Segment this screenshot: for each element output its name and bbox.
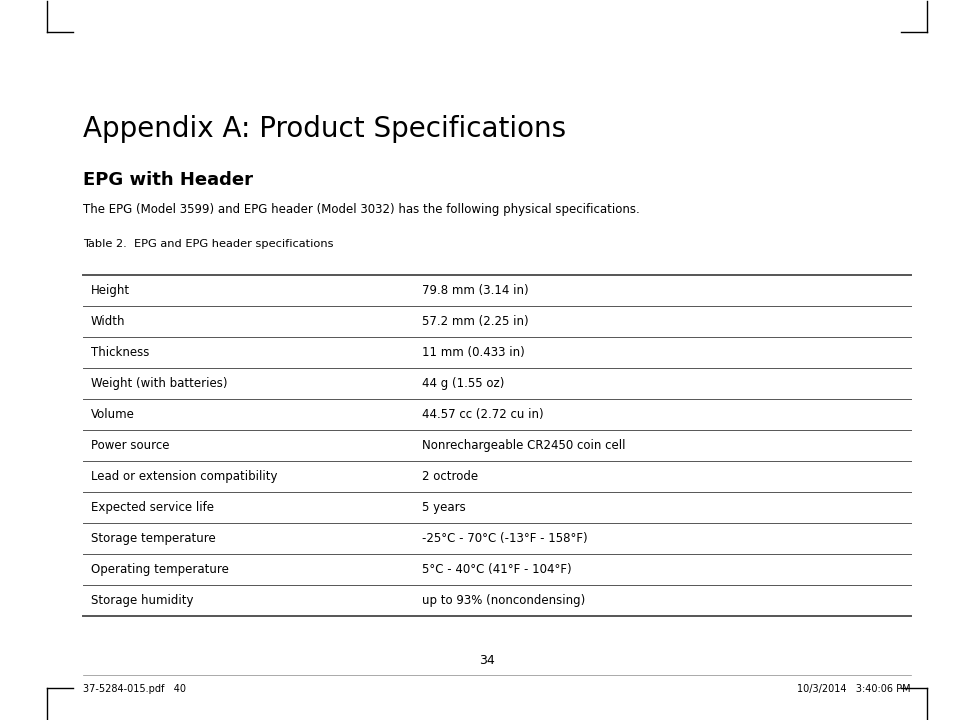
- Text: EPG with Header: EPG with Header: [83, 171, 253, 189]
- Text: Weight (with batteries): Weight (with batteries): [91, 377, 227, 390]
- Text: The EPG (Model 3599) and EPG header (Model 3032) has the following physical spec: The EPG (Model 3599) and EPG header (Mod…: [83, 203, 640, 216]
- Text: Thickness: Thickness: [91, 346, 149, 359]
- Text: 34: 34: [479, 654, 495, 667]
- Text: 37-5284-015.pdf   40: 37-5284-015.pdf 40: [83, 684, 186, 694]
- Text: Width: Width: [91, 315, 125, 328]
- Text: 11 mm (0.433 in): 11 mm (0.433 in): [422, 346, 524, 359]
- Text: 2 octrode: 2 octrode: [422, 469, 478, 483]
- Text: 5 years: 5 years: [422, 500, 466, 514]
- Text: 44.57 cc (2.72 cu in): 44.57 cc (2.72 cu in): [422, 408, 543, 421]
- Text: Operating temperature: Operating temperature: [91, 562, 229, 576]
- Text: Height: Height: [91, 284, 130, 297]
- Text: Storage humidity: Storage humidity: [91, 593, 193, 607]
- Text: 79.8 mm (3.14 in): 79.8 mm (3.14 in): [422, 284, 528, 297]
- Text: up to 93% (noncondensing): up to 93% (noncondensing): [422, 593, 585, 607]
- Text: Table 2.  EPG and EPG header specifications: Table 2. EPG and EPG header specificatio…: [83, 239, 333, 249]
- Text: 44 g (1.55 oz): 44 g (1.55 oz): [422, 377, 505, 390]
- Text: -25°C - 70°C (-13°F - 158°F): -25°C - 70°C (-13°F - 158°F): [422, 531, 587, 545]
- Text: Appendix A: Product Specifications: Appendix A: Product Specifications: [83, 115, 566, 143]
- Text: Expected service life: Expected service life: [91, 500, 213, 514]
- Text: 10/3/2014   3:40:06 PM: 10/3/2014 3:40:06 PM: [797, 684, 911, 694]
- Text: 5°C - 40°C (41°F - 104°F): 5°C - 40°C (41°F - 104°F): [422, 562, 572, 576]
- Text: Storage temperature: Storage temperature: [91, 531, 215, 545]
- Text: Nonrechargeable CR2450 coin cell: Nonrechargeable CR2450 coin cell: [422, 438, 625, 452]
- Text: Volume: Volume: [91, 408, 134, 421]
- Text: Power source: Power source: [91, 438, 169, 452]
- Text: 57.2 mm (2.25 in): 57.2 mm (2.25 in): [422, 315, 528, 328]
- Text: Lead or extension compatibility: Lead or extension compatibility: [91, 469, 277, 483]
